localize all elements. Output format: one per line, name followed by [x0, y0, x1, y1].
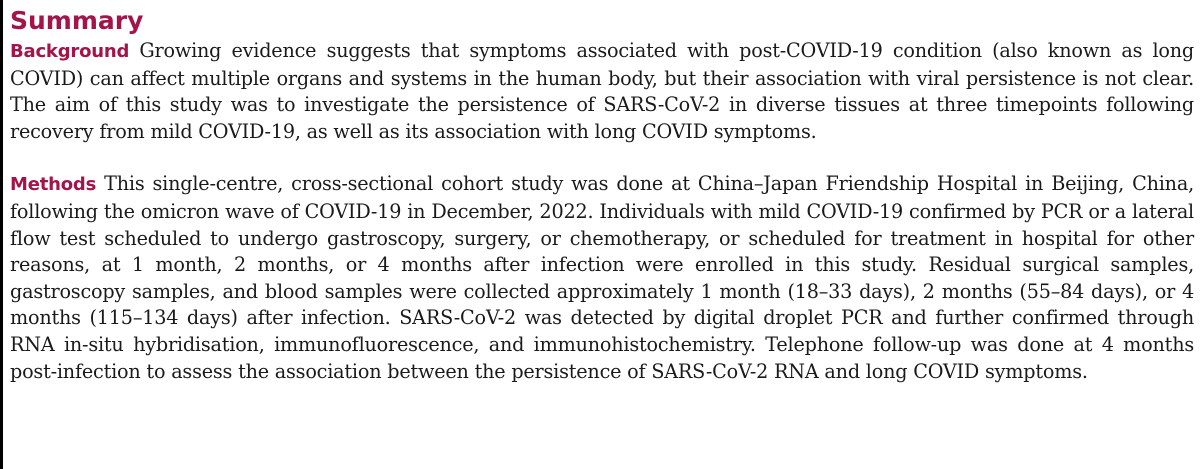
- background-text: Growing evidence suggests that symptoms …: [10, 39, 1195, 143]
- methods-text: This single-centre, cross-sectional coho…: [10, 172, 1194, 383]
- methods-paragraph: Methods This single-centre, cross-sectio…: [10, 171, 1194, 385]
- methods-label: Methods: [10, 174, 97, 196]
- summary-section: Summary Background Growing evidence sugg…: [10, 4, 1194, 385]
- summary-heading: Summary: [10, 6, 144, 35]
- left-margin-rule: [0, 0, 3, 469]
- background-paragraph: Background Growing evidence suggests tha…: [10, 38, 1194, 145]
- background-label: Background: [10, 41, 130, 62]
